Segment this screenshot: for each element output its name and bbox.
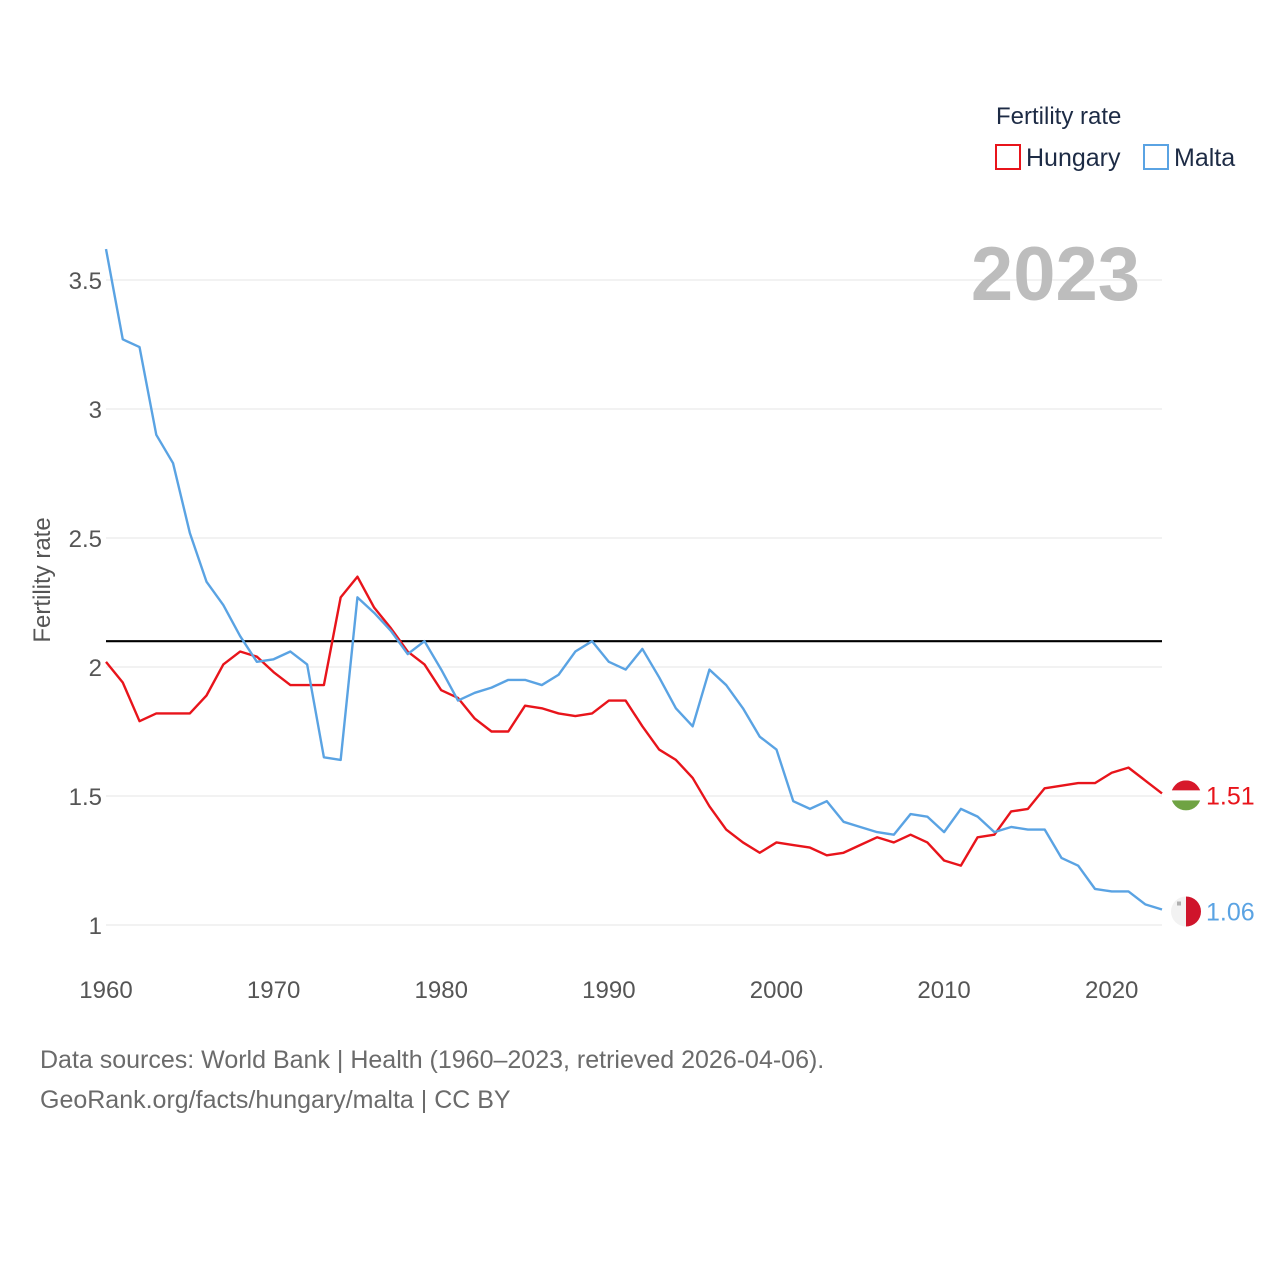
x-tick-label: 2010 [917, 977, 970, 1004]
legend: Fertility rate Hungary Malta [995, 103, 1235, 172]
y-tick-label: 2 [89, 655, 102, 682]
grid-layer [106, 279, 1162, 926]
malta-flag-icon [1171, 896, 1201, 927]
flag-stripe [1171, 780, 1201, 791]
flag-stripe [1171, 790, 1201, 801]
footer-attribution[interactable]: GeoRank.org/facts/hungary/malta | CC BY [40, 1086, 511, 1114]
footer-data-sources: Data sources: World Bank | Health (1960–… [40, 1046, 825, 1074]
legend-label-hungary[interactable]: Hungary [1026, 144, 1121, 172]
x-tick-label: 2000 [750, 977, 803, 1004]
series-line-hungary [105, 575, 1163, 867]
end-value-label-malta: 1.06 [1206, 899, 1255, 927]
end-value-label-hungary: 1.51 [1206, 782, 1255, 810]
x-tick-label: 2020 [1085, 977, 1138, 1004]
x-tick-label: 1970 [247, 977, 300, 1004]
y-tick-label: 1.5 [69, 784, 102, 811]
hungary-flag-icon [1171, 780, 1201, 811]
flag-stripe [1171, 800, 1201, 811]
x-tick-label: 1990 [582, 977, 635, 1004]
legend-label-malta[interactable]: Malta [1174, 144, 1235, 172]
legend-title: Fertility rate [996, 103, 1121, 130]
legend-swatch-hungary[interactable] [995, 144, 1021, 170]
year-watermark: 2023 [971, 232, 1140, 317]
x-tick-label: 1960 [79, 977, 132, 1004]
y-axis-title: Fertility rate [29, 517, 56, 642]
x-tick-label: 1980 [415, 977, 468, 1004]
series-line-malta [104, 248, 1163, 911]
y-tick-label: 3.5 [69, 268, 102, 295]
flag-half [1171, 896, 1186, 927]
y-tick-label: 3 [89, 397, 102, 424]
y-tick-label: 1 [89, 913, 102, 940]
legend-swatch-malta[interactable] [1143, 144, 1169, 170]
y-tick-label: 2.5 [69, 526, 102, 553]
footer: Data sources: World Bank | Health (1960–… [40, 1040, 824, 1120]
axis-layer: 1 1.5 2 2.5 3 3.5 1960 1970 1980 1990 2000 2010 2020 [69, 268, 1139, 1004]
series-layer [104, 248, 1163, 911]
flag-cross [1177, 901, 1181, 906]
flag-half [1186, 896, 1201, 927]
end-label-layer: 1.51 1.06 [1171, 780, 1255, 927]
